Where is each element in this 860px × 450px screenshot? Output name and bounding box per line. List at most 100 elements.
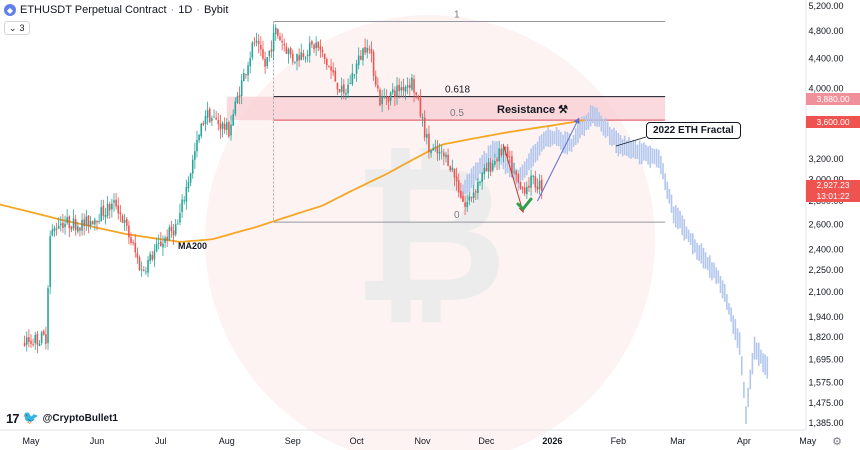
candle-body <box>251 42 254 58</box>
candle-body <box>174 224 177 235</box>
candle-body <box>240 80 243 96</box>
candle-body <box>398 84 400 92</box>
x-tick-label: Oct <box>350 436 365 446</box>
fib-level-label: 1 <box>454 10 460 21</box>
y-tick-label: 2,250.00 <box>808 265 843 275</box>
candle-body <box>36 333 39 345</box>
candle-body <box>298 55 300 61</box>
tradingview-logo-icon: 17 <box>6 410 20 426</box>
candle-body <box>468 196 471 201</box>
candle-body <box>517 173 520 183</box>
up-arrow <box>537 117 580 202</box>
candle-body <box>219 123 222 130</box>
candle-body <box>204 116 207 124</box>
candle-body <box>187 182 190 189</box>
candle-body <box>355 63 358 74</box>
candle-body <box>215 117 217 120</box>
bitcoin-watermark: ₿ <box>205 15 655 450</box>
candle-body <box>206 110 209 118</box>
candle-body <box>415 92 417 95</box>
candle-body <box>55 228 58 230</box>
candle-body <box>470 196 473 198</box>
candle-body <box>96 220 98 223</box>
candle-body <box>89 221 92 226</box>
candle-body <box>319 46 322 50</box>
x-tick-label: Nov <box>415 436 432 446</box>
candle-body <box>381 96 383 105</box>
candle-body <box>196 139 198 152</box>
projection-arrows <box>502 117 647 214</box>
candle-body <box>345 93 347 95</box>
candle-body <box>270 49 273 52</box>
candle-body <box>340 85 343 92</box>
candle-body <box>347 84 349 94</box>
settings-gear-icon[interactable]: ⚙ <box>832 436 842 448</box>
symbol-name[interactable]: ETHUSDT Perpetual Contract <box>20 4 167 16</box>
candle-body <box>57 225 60 229</box>
candle-body <box>302 53 305 57</box>
fib-level-label: 0 <box>454 210 460 221</box>
y-tick-label: 2,400.00 <box>808 245 843 255</box>
candle-body <box>145 271 147 273</box>
candle-body <box>538 180 541 189</box>
down-arrow <box>502 144 525 214</box>
candle-body <box>274 27 277 35</box>
candle-body <box>181 199 183 213</box>
last-price: 2,927.23 <box>816 180 850 190</box>
candle-body <box>42 330 45 335</box>
candle-body <box>296 53 298 62</box>
candle-body <box>94 219 96 225</box>
candle-body <box>98 220 100 222</box>
candle-body <box>443 152 445 157</box>
candle-body <box>202 123 205 125</box>
candle-body <box>247 65 249 76</box>
candle-body <box>108 203 111 211</box>
candle-body <box>228 121 230 137</box>
candle-body <box>249 58 251 67</box>
y-tick-label: 4,400.00 <box>808 54 843 64</box>
candle-body <box>211 118 213 121</box>
candle-body <box>104 214 107 218</box>
candle-body <box>466 202 469 208</box>
candle-body <box>194 151 196 160</box>
resistance-zone-rect <box>226 96 666 121</box>
candle-body <box>170 226 173 232</box>
candle-body <box>230 124 232 136</box>
candle-body <box>68 216 71 229</box>
candle-body <box>38 343 41 347</box>
candle-body <box>300 52 303 60</box>
indicators-toggle[interactable]: ⌄ 3 <box>4 21 30 35</box>
candle-body <box>389 92 392 101</box>
candle-body <box>357 55 360 66</box>
candle-body <box>236 96 239 103</box>
candle-body <box>472 192 475 198</box>
x-tick-label: Feb <box>611 436 627 446</box>
candle-body <box>142 269 145 271</box>
interval[interactable]: 1D <box>178 4 193 16</box>
candle-body <box>102 205 105 216</box>
candle-body <box>385 96 388 99</box>
candle-body <box>162 243 164 248</box>
y-tick-label: 2,100.00 <box>808 287 843 297</box>
candle-body <box>119 212 122 215</box>
candle-body <box>281 40 283 43</box>
candle-body <box>121 215 124 223</box>
candle-body <box>370 49 373 54</box>
candle-body <box>411 77 413 90</box>
candle-body <box>77 226 79 232</box>
candle-body <box>149 253 151 262</box>
y-tick-label: 4,000.00 <box>808 84 843 94</box>
chevron-down-icon: ⌄ <box>9 23 17 33</box>
candle-body <box>436 146 439 154</box>
candle-body <box>509 156 511 158</box>
candle-body <box>81 219 83 231</box>
candle-body <box>464 202 466 207</box>
candle-body <box>40 332 43 344</box>
candle-body <box>111 203 113 210</box>
candle-body <box>434 146 437 148</box>
candle-body <box>268 50 271 57</box>
candle-body <box>66 217 68 224</box>
x-tick-label: Jul <box>155 436 167 446</box>
